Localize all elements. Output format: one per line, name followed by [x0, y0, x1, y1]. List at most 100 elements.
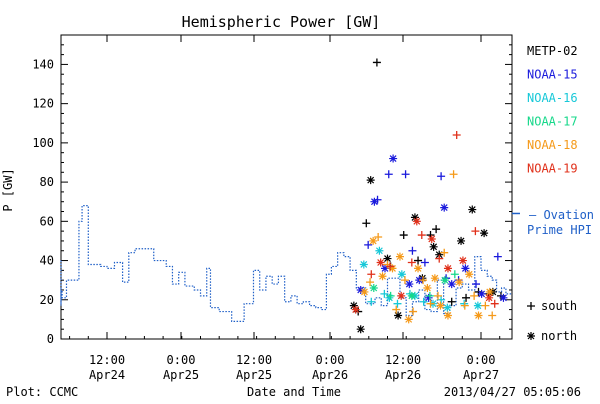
- series-noaa-15: [356, 154, 508, 302]
- ovation-label-line2: Prime HPI: [527, 223, 592, 237]
- data-point-north: [378, 272, 387, 281]
- data-point-north: [356, 325, 365, 334]
- data-point-north: [474, 311, 483, 320]
- data-point-south: [362, 219, 371, 228]
- data-point-north: [385, 293, 394, 302]
- x-tick-label-date: Apr26: [385, 368, 421, 382]
- data-point-north: [356, 285, 365, 294]
- data-point-north: [499, 293, 508, 302]
- data-point-south: [400, 276, 409, 285]
- data-point-north: [370, 197, 379, 206]
- ovation-hpi-line: [60, 205, 512, 322]
- data-point-north: [397, 270, 406, 279]
- data-point-north: [414, 264, 423, 273]
- data-point-south: [452, 131, 461, 140]
- chart-title: Hemispheric Power [GW]: [182, 13, 381, 31]
- data-point-north: [458, 256, 467, 265]
- data-point-south: [386, 291, 395, 300]
- marker-legend-symbol: [527, 302, 535, 310]
- data-point-south: [432, 225, 441, 234]
- x-tick-label-date: Apr25: [163, 368, 199, 382]
- data-point-north: [359, 260, 368, 269]
- data-point-north: [383, 254, 392, 263]
- data-point-south: [366, 278, 375, 287]
- data-point-north: [440, 276, 449, 285]
- data-point-south: [364, 240, 373, 249]
- y-tick-label: 0: [47, 332, 54, 346]
- data-point-north: [443, 303, 452, 312]
- x-tick-label-time: 12:00: [385, 353, 421, 367]
- data-point-south: [425, 291, 434, 300]
- ovation-label-line1: — Ovation: [529, 208, 594, 222]
- legend-entry: METP-02: [527, 44, 578, 58]
- data-point-north: [349, 301, 358, 310]
- data-point-south: [401, 170, 410, 179]
- data-point-south: [367, 270, 376, 279]
- data-point-south: [420, 258, 429, 267]
- data-point-north: [407, 291, 416, 300]
- data-point-south: [433, 291, 442, 300]
- data-point-north: [430, 274, 439, 283]
- data-point-north: [369, 284, 378, 293]
- plot-frame: [60, 34, 513, 340]
- legend: METP-02 NOAA-15 NOAA-16 NOAA-17 NOAA-18 NOAA-…: [527, 44, 578, 176]
- x-tick-label-time: 0:00: [167, 353, 196, 367]
- data-point-north: [455, 278, 464, 287]
- data-point-north: [461, 264, 470, 273]
- y-tick-label: 140: [32, 57, 54, 71]
- data-point-south: [372, 58, 381, 67]
- data-point-north: [404, 315, 413, 324]
- x-axis-label: Date and Time: [247, 385, 341, 399]
- plot-timestamp: 2013/04/27 05:05:06: [444, 385, 581, 399]
- y-tick-label: 100: [32, 136, 54, 150]
- x-tick-label-date: Apr25: [236, 368, 272, 382]
- marker-legend-label: north: [541, 329, 577, 343]
- data-point-south: [440, 248, 449, 257]
- marker-legend-label: south: [541, 299, 577, 313]
- plot-credit: Plot: CCMC: [6, 385, 78, 399]
- legend-entry: NOAA-16: [527, 91, 578, 105]
- data-point-south: [419, 297, 428, 306]
- series-noaa-17: [369, 270, 459, 300]
- data-point-south: [462, 293, 471, 302]
- data-point-south: [399, 231, 408, 240]
- data-point-south: [380, 289, 389, 298]
- data-point-south: [384, 170, 393, 179]
- data-point-south: [470, 291, 479, 300]
- x-tick-label-time: 12:00: [89, 353, 125, 367]
- y-tick-label: 80: [40, 175, 54, 189]
- data-point-north: [369, 236, 378, 245]
- data-point-south: [437, 172, 446, 181]
- data-point-south: [460, 301, 469, 310]
- data-point-north: [457, 236, 466, 245]
- y-tick-label: 40: [40, 254, 54, 268]
- data-point-south: [367, 297, 376, 306]
- data-point-south: [490, 299, 499, 308]
- x-tick-label-date: Apr27: [463, 368, 499, 382]
- data-point-north: [381, 264, 390, 273]
- legend-entry: NOAA-19: [527, 162, 578, 176]
- data-point-north: [375, 246, 384, 255]
- data-point-south: [385, 262, 394, 271]
- data-point-north: [443, 264, 452, 273]
- data-point-south: [471, 227, 480, 236]
- data-point-north: [480, 229, 489, 238]
- legend-entry: NOAA-15: [527, 68, 578, 82]
- data-point-north: [485, 287, 494, 296]
- series-noaa-18: [360, 170, 497, 324]
- y-tick-label: 120: [32, 97, 54, 111]
- y-tick-label: 20: [40, 293, 54, 307]
- data-point-north: [440, 203, 449, 212]
- x-tick-label-date: Apr26: [312, 368, 348, 382]
- data-point-north: [388, 264, 397, 273]
- data-point-north: [423, 284, 432, 293]
- data-point-north: [447, 280, 456, 289]
- data-point-south: [374, 233, 383, 242]
- marker-legend-symbol: [527, 332, 535, 340]
- data-point-north: [366, 176, 375, 185]
- data-point-north: [389, 154, 398, 163]
- data-point-south: [417, 231, 426, 240]
- data-point-south: [493, 252, 502, 261]
- data-point-south: [488, 311, 497, 320]
